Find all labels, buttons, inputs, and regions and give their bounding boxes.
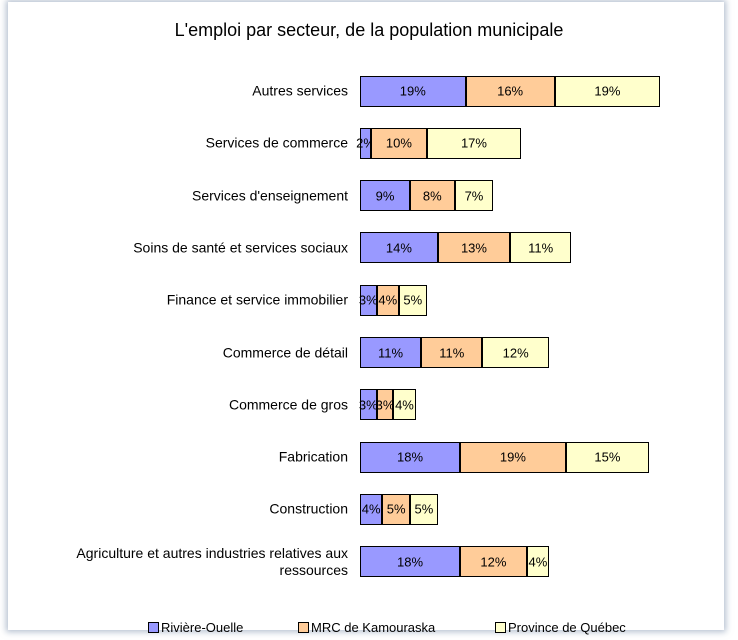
value-label: 11% (378, 345, 404, 360)
value-label: 12% (480, 554, 507, 570)
bar-segment (526, 546, 550, 578)
value-label: 19% (594, 83, 621, 99)
legend-item: Rivière-Ouelle (148, 620, 243, 635)
legend-item: Province de Québec (495, 620, 626, 635)
bar-segment (360, 493, 383, 525)
legend-label: Province de Québec (508, 620, 626, 635)
value-label: 12% (502, 345, 529, 360)
bar-segment (376, 389, 394, 421)
value-label: 13% (460, 240, 487, 256)
legend-swatch (148, 622, 159, 633)
legend-item: MRC de Kamouraska (298, 620, 435, 635)
category-label: Fabrication (278, 448, 348, 465)
value-label: 4% (395, 397, 414, 413)
value-label: 18% (397, 449, 424, 465)
category-label: Construction (269, 500, 348, 517)
bar-segment (398, 284, 427, 316)
bar-segment (410, 493, 438, 525)
value-label: 3% (358, 292, 378, 308)
value-label: 4% (528, 554, 548, 570)
category-label: Soins de santé et services sociaux (133, 239, 348, 256)
category-label: Services d'enseignement (192, 187, 348, 204)
category-label: Services de commerce (205, 134, 348, 151)
value-label: 11% (439, 345, 465, 360)
category-label: Agriculture et autres industries relativ… (76, 544, 348, 578)
bar-segment (382, 493, 411, 525)
value-label: 17% (460, 135, 487, 151)
bar-segment (360, 232, 438, 264)
bar-segment (482, 337, 550, 368)
value-label: 4% (378, 292, 398, 308)
bar-segment (360, 284, 377, 316)
bar-segment (421, 337, 483, 368)
value-label: 5% (403, 292, 423, 308)
bar-segment (360, 441, 461, 473)
value-label: 4% (361, 501, 381, 517)
bar-segment (360, 127, 372, 159)
value-label: 8% (422, 188, 442, 204)
bar-segment (510, 232, 572, 264)
bar-segment (371, 127, 427, 159)
chart-card (8, 2, 724, 630)
bar-segment (426, 127, 522, 159)
value-label: 16% (497, 83, 524, 99)
category-label: Finance et service immobilier (166, 291, 348, 308)
legend-swatch (298, 622, 309, 633)
value-label: 7% (464, 188, 484, 204)
value-label: 11% (528, 240, 554, 256)
bar-segment (460, 546, 527, 578)
bar-segment (393, 389, 416, 421)
bar-segment (360, 75, 466, 107)
value-label: 2% (356, 135, 375, 151)
chart-title: L'emploi par secteur, de la population m… (174, 20, 564, 40)
legend-swatch (495, 622, 506, 633)
bar-segment (565, 441, 650, 473)
value-label: 19% (499, 449, 526, 465)
bar-segment (454, 180, 494, 212)
category-label: Autres services (252, 82, 348, 99)
bar-segment (360, 180, 411, 212)
bar-segment (360, 546, 461, 578)
value-label: 3% (358, 397, 378, 413)
bar-segment (360, 389, 377, 421)
value-label: 9% (375, 188, 395, 204)
value-label: 15% (594, 449, 621, 465)
value-label: 14% (385, 240, 412, 256)
value-label: 3% (375, 397, 395, 413)
bar-segment (376, 284, 399, 316)
legend-label: MRC de Kamouraska (311, 620, 436, 635)
bar-segment (360, 337, 422, 368)
bar-segment (437, 232, 511, 264)
value-label: 19% (399, 83, 426, 99)
value-label: 5% (386, 501, 406, 517)
value-label: 5% (414, 501, 434, 517)
bar-segment (410, 180, 455, 212)
bar-segment (460, 441, 566, 473)
value-label: 10% (385, 135, 412, 151)
bar-segment (465, 75, 555, 107)
category-label: Commerce de gros (228, 396, 348, 413)
legend-label: Rivière-Ouelle (161, 620, 244, 635)
bar-segment (554, 75, 661, 107)
category-label: Commerce de détail (222, 344, 348, 360)
value-label: 18% (397, 554, 424, 570)
